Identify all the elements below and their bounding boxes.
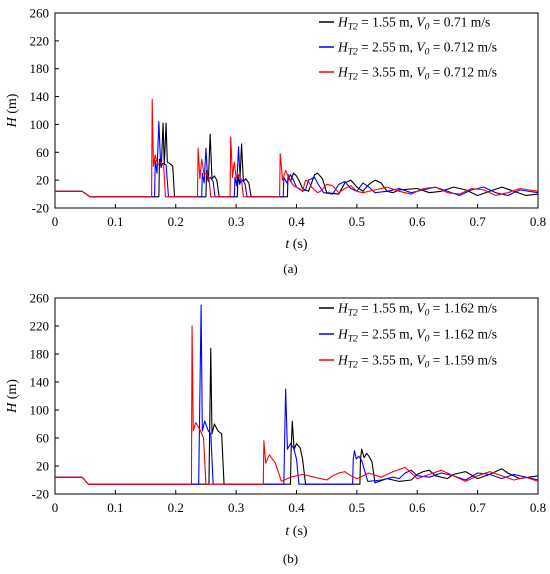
y-tick-label: 260: [30, 291, 50, 306]
y-tick-label: 220: [30, 319, 50, 334]
chart-panel-a: 0 0.1 0.2 0.3 0.4 0.5 0.6 0.7 0.8 -20 20 60 100 140 18…: [5, 6, 546, 277]
x-tick-label: 0.5: [349, 214, 365, 229]
y-tick-label: 100: [30, 117, 50, 132]
x-tick-label: 0.7: [470, 500, 487, 515]
y-tick-label: 100: [30, 403, 50, 418]
legend-entry-3: HT2 = 3.55 m, V0 = 1.159 m/s: [337, 353, 497, 371]
x-tick-label: 0.1: [107, 500, 123, 515]
y-tick-label: 20: [36, 459, 49, 474]
y-tick-label: -20: [32, 487, 49, 502]
x-tick-label: 0.1: [107, 214, 123, 229]
x-tick-label: 0.4: [288, 214, 305, 229]
y-tick-label: 20: [36, 173, 49, 188]
x-tick-label: 0: [52, 500, 59, 515]
series-line-3: [55, 98, 538, 198]
legend-entry-3: HT2 = 3.55 m, V0 = 0.712 m/s: [337, 65, 497, 83]
y-tick-label: 60: [36, 145, 49, 160]
y-tick-label: 60: [36, 431, 49, 446]
legend: HT2 = 1.55 m, V0 = 1.162 m/s HT2 = 2.55 m…: [319, 301, 497, 371]
y-tick-label: 140: [30, 89, 50, 104]
x-tick-label: 0.3: [228, 214, 244, 229]
x-tick-label: 0.5: [349, 500, 365, 515]
y-tick-label: 260: [30, 6, 50, 21]
x-tick-label: 0.4: [288, 500, 305, 515]
y-axis-label: H (m): [5, 93, 20, 128]
y-tick-label: -20: [32, 201, 49, 216]
x-tick-label: 0.6: [409, 214, 426, 229]
x-tick-label: 0.6: [409, 500, 426, 515]
x-tick-label: 0.3: [228, 500, 244, 515]
y-axis-label: H (m): [5, 379, 20, 414]
legend-entry-2: HT2 = 2.55 m, V0 = 1.162 m/s: [337, 327, 497, 345]
x-axis-label: t (s): [285, 237, 308, 252]
y-tick-label: 180: [30, 347, 50, 362]
legend-entry-1: HT2 = 1.55 m, V0 = 1.162 m/s: [337, 301, 497, 319]
x-tick-label: 0.2: [168, 214, 184, 229]
x-tick-label: 0.2: [168, 500, 184, 515]
series-line-1: [55, 347, 538, 485]
y-tick-label: 220: [30, 33, 50, 48]
series-line-3: [55, 325, 538, 485]
panel-label: (a): [283, 261, 297, 276]
legend-entry-1: HT2 = 1.55 m, V0 = 0.71 m/s: [337, 15, 490, 33]
x-tick-label: 0.8: [530, 500, 546, 515]
panel-label: (b): [283, 551, 298, 566]
series-line-2: [55, 121, 538, 198]
x-axis-label: t (s): [285, 524, 308, 539]
y-tick-label: 180: [30, 61, 50, 76]
x-tick-label: 0.8: [530, 214, 546, 229]
x-tick-label: 0: [52, 214, 59, 229]
chart-panel-b: 0 0.1 0.2 0.3 0.4 0.5 0.6 0.7 0.8 -20 20 60 100 140 18…: [5, 291, 546, 567]
legend-entry-2: HT2 = 2.55 m, V0 = 0.712 m/s: [337, 40, 497, 58]
y-tick-label: 140: [30, 375, 50, 390]
legend: HT2 = 1.55 m, V0 = 0.71 m/s HT2 = 2.55 m,…: [319, 15, 497, 83]
x-tick-label: 0.7: [470, 214, 487, 229]
